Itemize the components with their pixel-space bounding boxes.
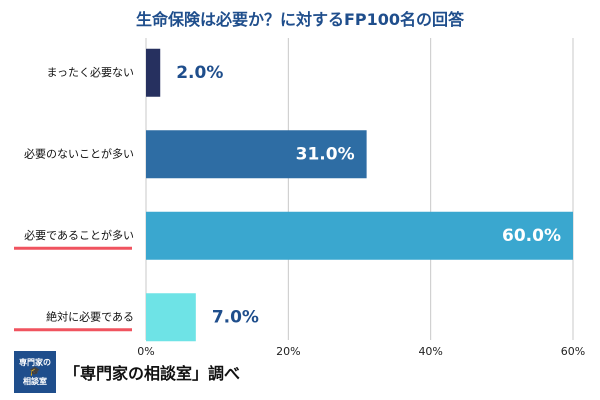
graduation-cap-icon: 🎓: [29, 366, 41, 377]
value-label: 7.0%: [212, 307, 259, 327]
site-logo: 専門家の 🎓 相談室: [14, 351, 56, 393]
bar: [146, 130, 367, 179]
highlight-underline: [14, 246, 132, 250]
bar: [146, 211, 573, 260]
bar: [146, 48, 161, 97]
x-tick-label: 40%: [418, 345, 442, 358]
value-label: 2.0%: [176, 63, 223, 83]
category-label: 絶対に必要である: [46, 309, 134, 323]
x-tick-label: 60%: [561, 345, 585, 358]
value-label: 60.0%: [502, 226, 561, 246]
highlight-underline: [14, 328, 132, 332]
logo-text-bottom: 相談室: [23, 376, 47, 386]
x-tick-label: 20%: [276, 345, 300, 358]
value-label: 31.0%: [296, 144, 355, 164]
x-tick-label: 0%: [137, 345, 154, 358]
category-label: 必要のないことが多い: [24, 146, 134, 160]
chart-title: 生命保険は必要か？に対するFP100名の回答: [135, 10, 465, 29]
source-credit: 「専門家の相談室」調べ: [64, 364, 241, 383]
category-label: まったく必要ない: [46, 66, 134, 79]
source-footer: 専門家の 🎓 相談室 「専門家の相談室」調べ: [14, 350, 240, 394]
logo-text-top: 専門家の: [19, 357, 51, 367]
category-label: 必要であることが多い: [24, 228, 134, 242]
bar: [146, 293, 196, 342]
